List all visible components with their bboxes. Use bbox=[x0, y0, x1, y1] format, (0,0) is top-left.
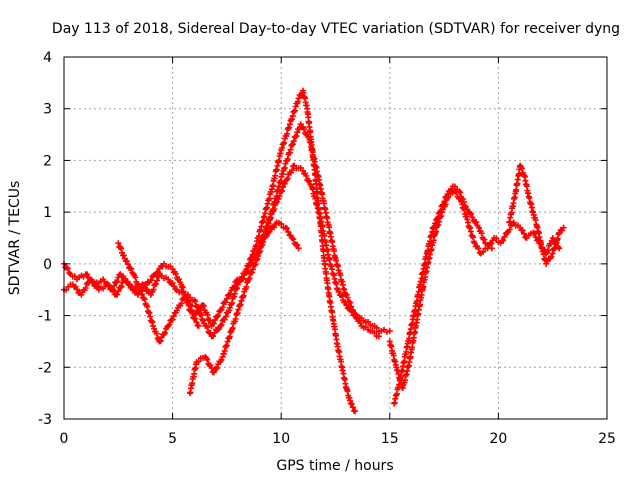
data-point bbox=[217, 322, 224, 329]
x-axis-title: GPS time / hours bbox=[276, 458, 393, 474]
data-point bbox=[295, 245, 302, 252]
x-tick-labels: 0 5 10 15 20 25 bbox=[60, 431, 616, 447]
x-tick-label: 10 bbox=[272, 431, 290, 447]
data-point-trail bbox=[62, 263, 201, 329]
series-satellite-track-3 bbox=[115, 240, 163, 345]
data-point bbox=[488, 245, 495, 252]
y-tick-labels: -3 -2 -1 0 1 2 3 4 bbox=[38, 50, 52, 428]
y-tick-label: 4 bbox=[43, 50, 52, 66]
data-point-trail bbox=[157, 89, 357, 414]
y-tick-label: 2 bbox=[43, 153, 52, 169]
series-satellite-track-6 bbox=[239, 162, 393, 335]
y-tick-label: 0 bbox=[43, 257, 52, 273]
axis-ticks bbox=[63, 56, 608, 420]
y-tick-label: -3 bbox=[38, 412, 52, 428]
x-tick-label: 25 bbox=[598, 431, 616, 447]
plot-frame bbox=[63, 56, 608, 420]
data-point-trail bbox=[116, 243, 162, 343]
data-point-trail bbox=[257, 219, 301, 248]
data-point-trail bbox=[506, 163, 566, 265]
y-axis-title: SDTVAR / TECUs bbox=[7, 181, 23, 296]
x-tick-label: 0 bbox=[60, 431, 69, 447]
x-tick-label: 20 bbox=[489, 431, 507, 447]
data-point bbox=[217, 307, 224, 314]
chart-title: Day 113 of 2018, Sidereal Day-to-day VTE… bbox=[52, 21, 620, 37]
y-tick-label: -1 bbox=[38, 309, 52, 325]
data-point-trail bbox=[387, 189, 561, 391]
series-satellite-track-9 bbox=[391, 183, 495, 407]
x-tick-label: 5 bbox=[168, 431, 177, 447]
series-satellite-track-10 bbox=[506, 162, 567, 267]
x-tick-label: 15 bbox=[381, 431, 399, 447]
series-satellite-track-2 bbox=[61, 260, 202, 329]
series-satellite-track-8 bbox=[386, 188, 563, 391]
series-satellite-track-7 bbox=[256, 219, 302, 252]
y-tick-label: -2 bbox=[38, 360, 52, 376]
y-tick-label: 1 bbox=[43, 205, 52, 221]
data-point-trail bbox=[391, 183, 493, 406]
y-tick-label: 3 bbox=[43, 102, 52, 118]
data-point bbox=[469, 214, 476, 221]
data-point bbox=[115, 240, 122, 247]
data-points bbox=[61, 87, 567, 415]
data-point bbox=[147, 291, 154, 298]
